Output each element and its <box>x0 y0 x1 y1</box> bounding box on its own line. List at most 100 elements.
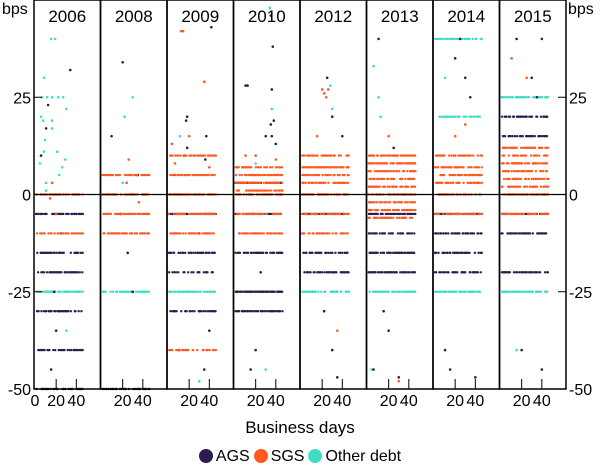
sgs-point <box>212 232 215 235</box>
sgs-point <box>530 212 534 216</box>
other-debt-point <box>368 290 371 293</box>
ags-point <box>330 348 334 352</box>
ags-point <box>269 14 273 17</box>
sgs-point <box>188 173 191 177</box>
ags-point <box>81 251 84 255</box>
ags-point <box>200 310 203 313</box>
sgs-point <box>508 177 511 181</box>
sgs-point <box>470 181 473 185</box>
ags-point <box>76 348 79 352</box>
ags-point <box>372 368 375 371</box>
other-debt-point <box>314 290 317 293</box>
ags-point <box>192 251 195 255</box>
panel-2014 <box>433 37 484 379</box>
sgs-point <box>167 212 171 216</box>
other-debt-point <box>63 158 67 161</box>
ags-point <box>311 251 314 255</box>
ags-point <box>443 251 446 255</box>
other-debt-point <box>398 290 402 293</box>
sgs-point <box>453 134 457 138</box>
ags-point <box>54 329 58 332</box>
x-tick-label: 20 <box>114 393 132 410</box>
ags-point <box>456 271 459 274</box>
legend-item-other-debt: Other debt <box>308 448 401 466</box>
sgs-point <box>397 379 401 383</box>
ags-point <box>404 251 407 255</box>
ags-point <box>208 251 211 255</box>
ags-point <box>382 309 385 313</box>
ags-point <box>546 271 550 274</box>
sgs-point <box>114 173 118 177</box>
sgs-point <box>81 232 85 235</box>
sgs-point <box>435 166 438 169</box>
sgs-point <box>385 216 389 220</box>
ags-point <box>37 310 40 313</box>
other-debt-point <box>440 290 443 293</box>
sgs-point <box>347 173 350 177</box>
ags-point <box>185 115 189 118</box>
sgs-point <box>207 173 211 177</box>
ags-point <box>378 232 381 235</box>
sgs-point <box>208 165 211 169</box>
ags-point <box>328 271 331 274</box>
ags-point <box>81 348 84 352</box>
sgs-point <box>437 212 441 216</box>
sgs-point <box>537 162 540 165</box>
sgs-point <box>480 212 483 216</box>
panel-2009 <box>167 25 218 383</box>
sgs-point <box>446 212 449 216</box>
sgs-point <box>402 169 406 173</box>
ags-point <box>408 271 412 274</box>
legend-swatch <box>198 449 213 463</box>
ags-point <box>268 212 272 216</box>
sgs-point <box>168 173 172 177</box>
sgs-point <box>318 232 321 235</box>
ags-point <box>45 212 48 216</box>
sgs-point <box>202 348 205 352</box>
ags-point <box>174 271 178 274</box>
other-debt-point <box>448 115 451 118</box>
ags-point <box>169 310 172 313</box>
ags-point <box>269 123 273 126</box>
sgs-point <box>237 189 241 192</box>
ags-point <box>454 271 457 274</box>
sgs-point <box>535 185 539 188</box>
sgs-point <box>452 181 455 185</box>
ags-point <box>280 290 284 293</box>
other-debt-point <box>540 96 544 99</box>
sgs-point <box>240 232 244 235</box>
sgs-point <box>185 154 188 157</box>
sgs-point <box>43 232 46 235</box>
ags-point <box>78 271 82 274</box>
other-debt-point <box>178 134 182 138</box>
sgs-point <box>402 162 406 165</box>
sgs-point <box>321 173 324 177</box>
ags-point <box>401 232 405 235</box>
sgs-point <box>346 232 349 235</box>
sgs-point <box>187 232 190 235</box>
sgs-point <box>267 189 271 192</box>
sgs-point <box>235 212 239 216</box>
ags-point <box>243 251 246 255</box>
ags-point <box>472 232 476 235</box>
other-debt-point <box>39 115 43 118</box>
sgs-point <box>174 173 177 177</box>
sgs-point <box>259 166 263 169</box>
sgs-point <box>397 169 401 173</box>
other-debt-point <box>506 290 510 293</box>
ags-point <box>339 251 342 255</box>
ags-point <box>59 251 62 255</box>
ags-point <box>52 290 56 294</box>
sgs-point <box>394 201 397 204</box>
sgs-point <box>147 212 151 216</box>
sgs-point <box>406 185 410 188</box>
sgs-point <box>127 158 131 161</box>
sgs-point <box>325 166 328 169</box>
ags-point <box>371 212 375 216</box>
sgs-point <box>276 173 280 177</box>
sgs-point <box>125 181 128 185</box>
ags-point <box>43 271 46 274</box>
other-debt-point <box>123 115 126 118</box>
x-tick-label: 20 <box>380 393 398 410</box>
other-debt-point <box>50 127 54 130</box>
